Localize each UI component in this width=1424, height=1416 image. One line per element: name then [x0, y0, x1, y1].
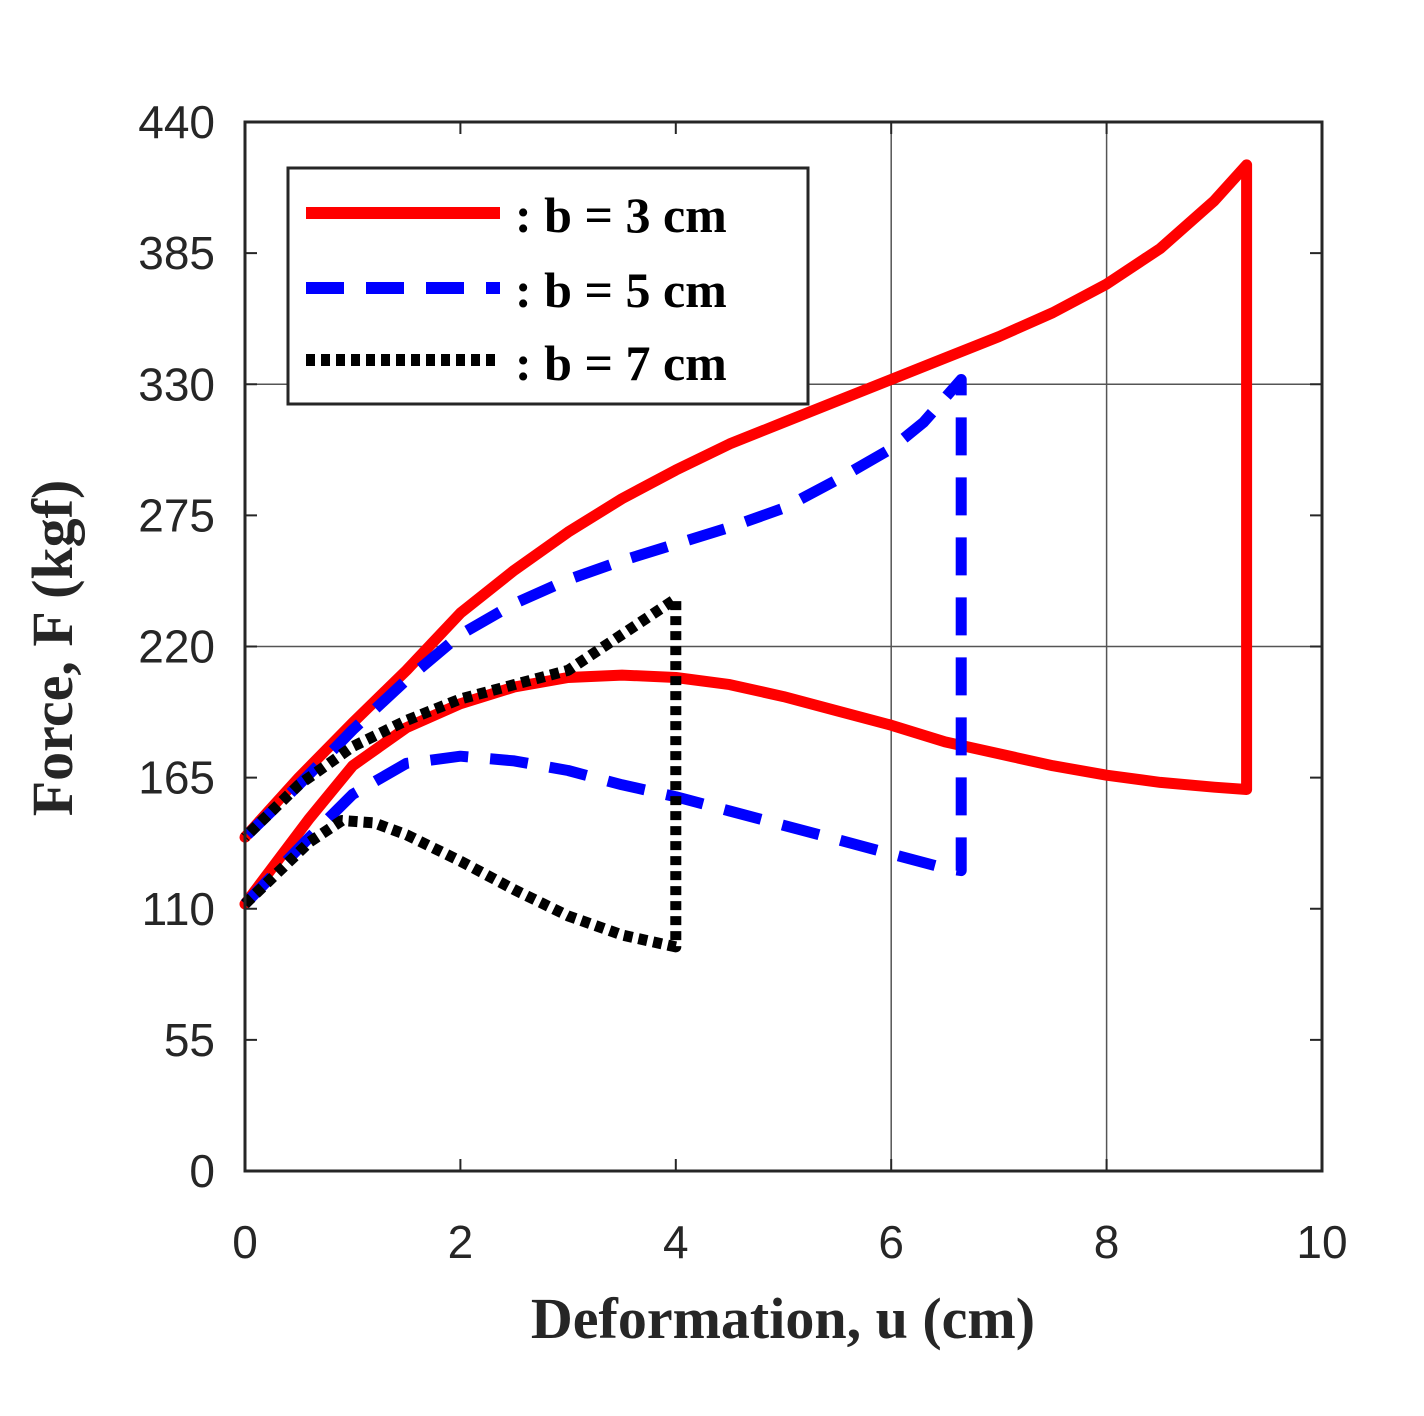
x-tick-label: 8: [1094, 1216, 1120, 1268]
y-tick-label: 220: [138, 621, 215, 673]
y-tick-label: 165: [138, 752, 215, 804]
tick-layer: [244, 121, 1323, 1172]
y-tick-label: 110: [142, 883, 215, 935]
x-tick-label: 6: [878, 1216, 904, 1268]
y-tick-label: 440: [138, 96, 215, 148]
x-tick-label: 10: [1296, 1216, 1347, 1268]
y-tick-label: 0: [189, 1145, 215, 1197]
y-tick-label: 385: [138, 227, 215, 279]
tick-label-layer: 0 2 4 6 8 10 0 55 110 165 220 275 330 385 440: [138, 96, 1347, 1268]
x-axis-label: Deformation, u (cm): [531, 1286, 1035, 1351]
legend: : b = 3 cm : b = 5 cm : b = 7 cm: [286, 166, 810, 406]
y-tick-label: 330: [138, 358, 215, 410]
series-line-3: [241, 593, 682, 953]
x-tick-label: 2: [448, 1216, 474, 1268]
series-line-2: [241, 374, 967, 908]
x-tick-label: 4: [663, 1216, 689, 1268]
series-layer: [239, 159, 1253, 953]
y-tick-label: 55: [164, 1014, 215, 1066]
legend-label-b3: : b = 3 cm: [515, 187, 727, 243]
y-axis-label: Force, F (kgf): [20, 480, 85, 817]
y-tick-label: 275: [138, 489, 215, 541]
series-line-1: [239, 159, 1253, 910]
legend-label-b5: : b = 5 cm: [515, 262, 727, 318]
legend-label-b7: : b = 7 cm: [515, 335, 727, 391]
x-tick-label: 0: [232, 1216, 258, 1268]
